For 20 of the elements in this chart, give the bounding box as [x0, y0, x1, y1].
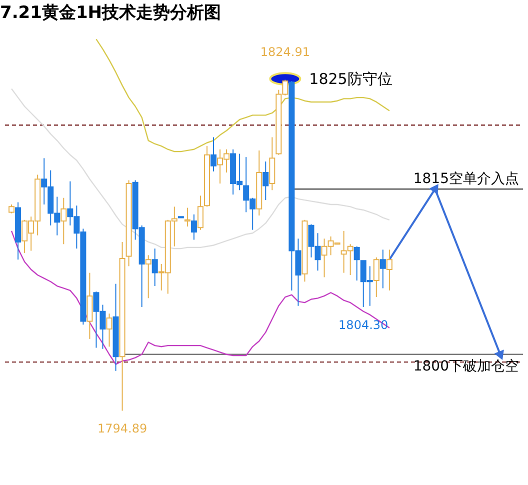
candlestick	[152, 248, 158, 287]
candlestick	[197, 195, 204, 230]
ref-line-label: 1815空单介入点	[413, 171, 519, 188]
candlestick	[210, 136, 217, 172]
text: 1824.91	[260, 44, 310, 59]
candlestick	[184, 207, 190, 228]
candlestick	[354, 246, 360, 282]
series-label: 1825防守位	[309, 70, 392, 88]
text: 1804.30	[338, 318, 388, 332]
candlestick	[262, 160, 269, 201]
candlestick	[373, 256, 380, 298]
text: 1794.89	[97, 422, 148, 436]
candlestick	[145, 254, 152, 299]
candlestick	[190, 214, 197, 240]
candlestick	[380, 249, 386, 289]
candlestick	[60, 197, 67, 245]
chart-title: 7.21黄金1H技术走势分析图	[0, 3, 221, 23]
candlestick	[386, 249, 392, 291]
candlestick	[106, 313, 112, 348]
ref-line-label: 1800下破加仓空	[413, 358, 519, 374]
